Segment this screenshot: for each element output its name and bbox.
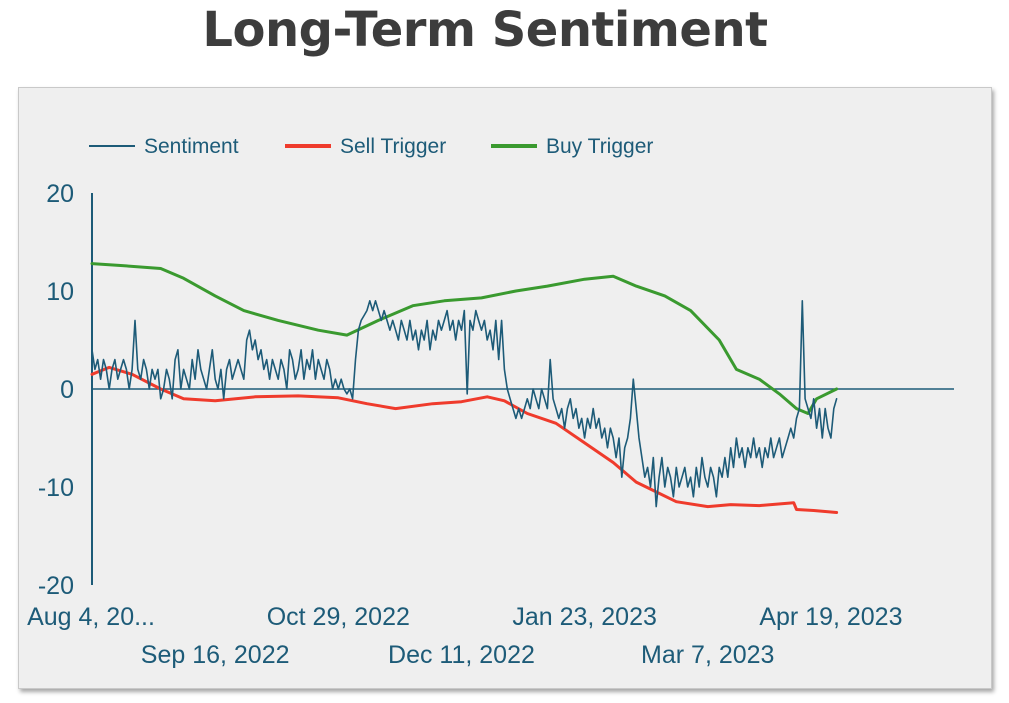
chart-title: Long-Term Sentiment (202, 2, 768, 58)
chart-svg: Sentiment Sell Trigger Buy Trigger 20 10 0 -1… (27, 135, 954, 669)
series-line-buy-trigger (90, 262, 839, 415)
chart-panel: Sentiment Sell Trigger Buy Trigger 20 10 0 -1… (18, 87, 992, 689)
x-tick-label: Apr 19, 2023 (759, 603, 902, 631)
series-layer (90, 262, 839, 514)
y-tick-label: 20 (46, 180, 74, 208)
x-tick-label: Jan 23, 2023 (512, 603, 657, 631)
x-tick-label: Oct 29, 2022 (267, 603, 410, 631)
y-axis-ticks: 20 10 0 -10 -20 (38, 180, 74, 600)
y-tick-label: 0 (60, 376, 74, 404)
legend-label: Sentiment (144, 135, 239, 158)
y-tick-label: 10 (46, 278, 74, 306)
legend: Sentiment Sell Trigger Buy Trigger (89, 135, 653, 158)
x-tick-label: Mar 7, 2023 (641, 641, 774, 669)
x-tick-label: Dec 11, 2022 (388, 641, 535, 669)
axes (91, 193, 954, 585)
legend-label: Buy Trigger (546, 135, 653, 158)
x-axis-ticks: Aug 4, 20... Sep 16, 2022 Oct 29, 2022 Dec … (27, 603, 902, 669)
y-tick-label: -20 (38, 572, 74, 600)
series-line-sentiment (91, 300, 838, 508)
x-tick-label: Aug 4, 20... (27, 603, 155, 631)
x-tick-label: Sep 16, 2022 (141, 641, 290, 669)
legend-label: Sell Trigger (340, 135, 446, 158)
y-tick-label: -10 (38, 474, 74, 502)
series-line-sell-trigger (90, 365, 839, 514)
